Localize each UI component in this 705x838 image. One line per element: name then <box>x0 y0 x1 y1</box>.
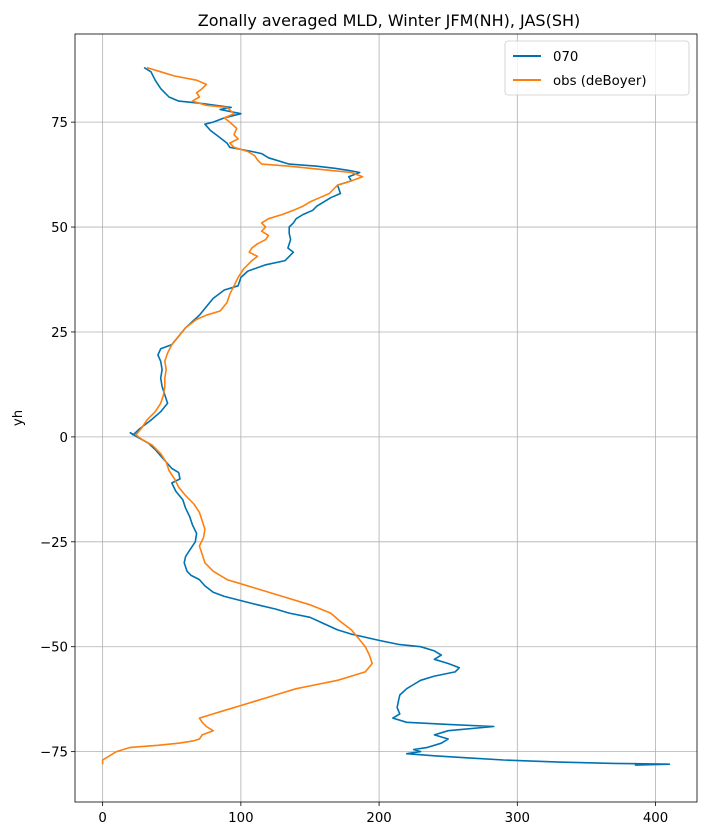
y-tick-label: −50 <box>40 641 68 656</box>
series-line-070 <box>129 66 671 766</box>
y-axis: −75 −50 −25 0 25 50 75 <box>40 116 75 761</box>
y-tick-label: 75 <box>51 116 68 131</box>
x-tick-label: 400 <box>643 811 668 826</box>
y-axis-label: yh <box>11 410 26 426</box>
legend-label-070: 070 <box>553 50 578 65</box>
x-axis: 0 100 200 300 400 <box>98 802 668 826</box>
x-tick-label: 300 <box>505 811 530 826</box>
plot-lines <box>101 66 671 766</box>
chart-title: Zonally averaged MLD, Winter JFM(NH), JA… <box>198 11 581 30</box>
y-tick-label: 50 <box>51 221 68 236</box>
grid <box>75 34 697 802</box>
legend-label-obs: obs (deBoyer) <box>553 74 647 89</box>
plot-area-frame <box>74 33 698 803</box>
series-line-obs-deboyer <box>101 66 373 765</box>
y-tick-label: −25 <box>40 536 68 551</box>
x-tick-label: 0 <box>98 811 106 826</box>
x-tick-label: 200 <box>366 811 391 826</box>
legend-box <box>504 40 690 96</box>
y-tick-label: −75 <box>40 746 68 761</box>
y-tick-label: 0 <box>60 431 68 446</box>
legend: 070 obs (deBoyer) <box>504 40 690 96</box>
x-tick-label: 100 <box>228 811 253 826</box>
y-tick-label: 25 <box>51 326 68 341</box>
